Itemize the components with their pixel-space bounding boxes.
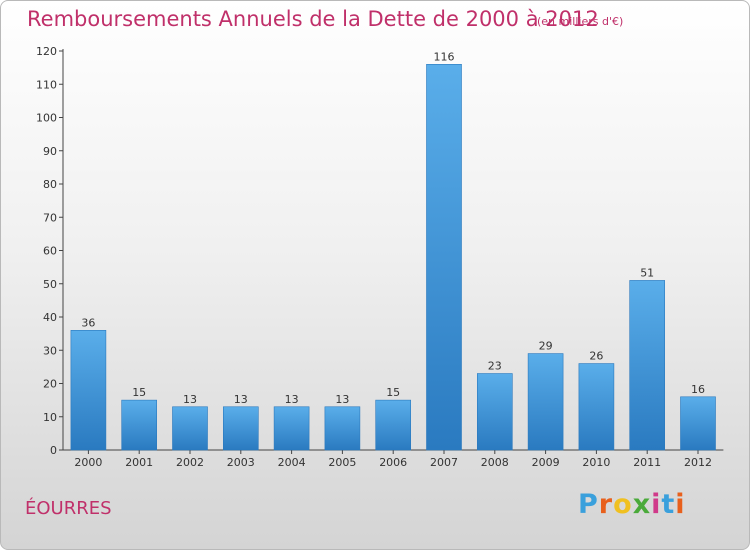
bar-value-label: 13: [183, 393, 197, 406]
x-tick-label: 2002: [176, 456, 204, 469]
bar: [527, 353, 564, 451]
bars: [70, 63, 716, 451]
y-tick-label: 60: [43, 245, 57, 258]
bar-value-label: 36: [81, 316, 95, 329]
x-tick-label: 2005: [328, 456, 356, 469]
logo-letter: i: [651, 489, 662, 520]
bar: [172, 406, 208, 451]
x-tick-label: 2008: [481, 456, 509, 469]
x-tick-label: 2003: [227, 456, 255, 469]
commune-name: ÉOURRES: [25, 498, 112, 519]
bar-value-label: 23: [488, 360, 502, 373]
x-tick-label: 2011: [633, 456, 661, 469]
x-tick-label: 2010: [582, 456, 610, 469]
logo-letter: P: [578, 489, 599, 520]
x-tick-label: 2009: [532, 456, 560, 469]
x-tick-label: 2004: [278, 456, 306, 469]
bar-value-label: 15: [132, 386, 146, 399]
logo-letter: i: [675, 489, 686, 520]
labels: 36 2000 15 2001 13 2002 13 2003 13 2004 13 2005 15 20…: [74, 50, 712, 469]
y-tick-label: 20: [43, 378, 57, 391]
x-tick-label: 2006: [379, 456, 407, 469]
bar: [578, 363, 615, 451]
bar: [629, 280, 666, 451]
bar-value-label: 15: [386, 386, 400, 399]
x-tick-label: 2001: [125, 456, 153, 469]
y-tick-label: 90: [43, 145, 57, 158]
logo-letter: r: [598, 489, 614, 520]
x-tick-label: 2007: [430, 456, 458, 469]
bar: [324, 406, 361, 451]
logo-letter: t: [661, 489, 676, 520]
y-tick-label: 100: [36, 112, 57, 125]
bar-value-label: 51: [640, 266, 654, 279]
bar-value-label: 16: [691, 383, 705, 396]
bar: [273, 406, 310, 451]
y-tick-label: 30: [43, 344, 57, 357]
y-tick-label: 80: [43, 178, 57, 191]
bar-value-label: 29: [539, 340, 553, 353]
logo-letter: x: [632, 489, 652, 520]
bar: [375, 399, 412, 451]
bar: [70, 329, 107, 451]
bar-value-label: 13: [285, 393, 299, 406]
x-tick-label: 2012: [684, 456, 712, 469]
logo-letter: o: [613, 489, 633, 520]
bar-value-label: 13: [234, 393, 248, 406]
bar: [426, 63, 462, 451]
bar-value-label: 13: [335, 393, 349, 406]
bar: [223, 406, 259, 451]
y-tick-label: 10: [43, 411, 57, 424]
chart-title: Remboursements Annuels de la Dette de 20…: [27, 7, 599, 31]
proxiti-logo: Proxiti: [578, 489, 686, 520]
y-tick-label: 120: [36, 45, 57, 58]
bar-value-label: 116: [434, 50, 455, 63]
bar: [680, 396, 716, 451]
y-tick-label: 40: [43, 311, 57, 324]
x-tick-label: 2000: [74, 456, 102, 469]
bar: [121, 399, 157, 451]
bar-value-label: 26: [589, 350, 603, 363]
y-tick-label: 0: [50, 444, 57, 457]
bar: [476, 373, 513, 451]
y-tick-label: 110: [36, 78, 57, 91]
chart-subtitle: (en milliers d'€): [537, 15, 624, 28]
y-tick-label: 50: [43, 278, 57, 291]
y-tick-label: 70: [43, 211, 57, 224]
